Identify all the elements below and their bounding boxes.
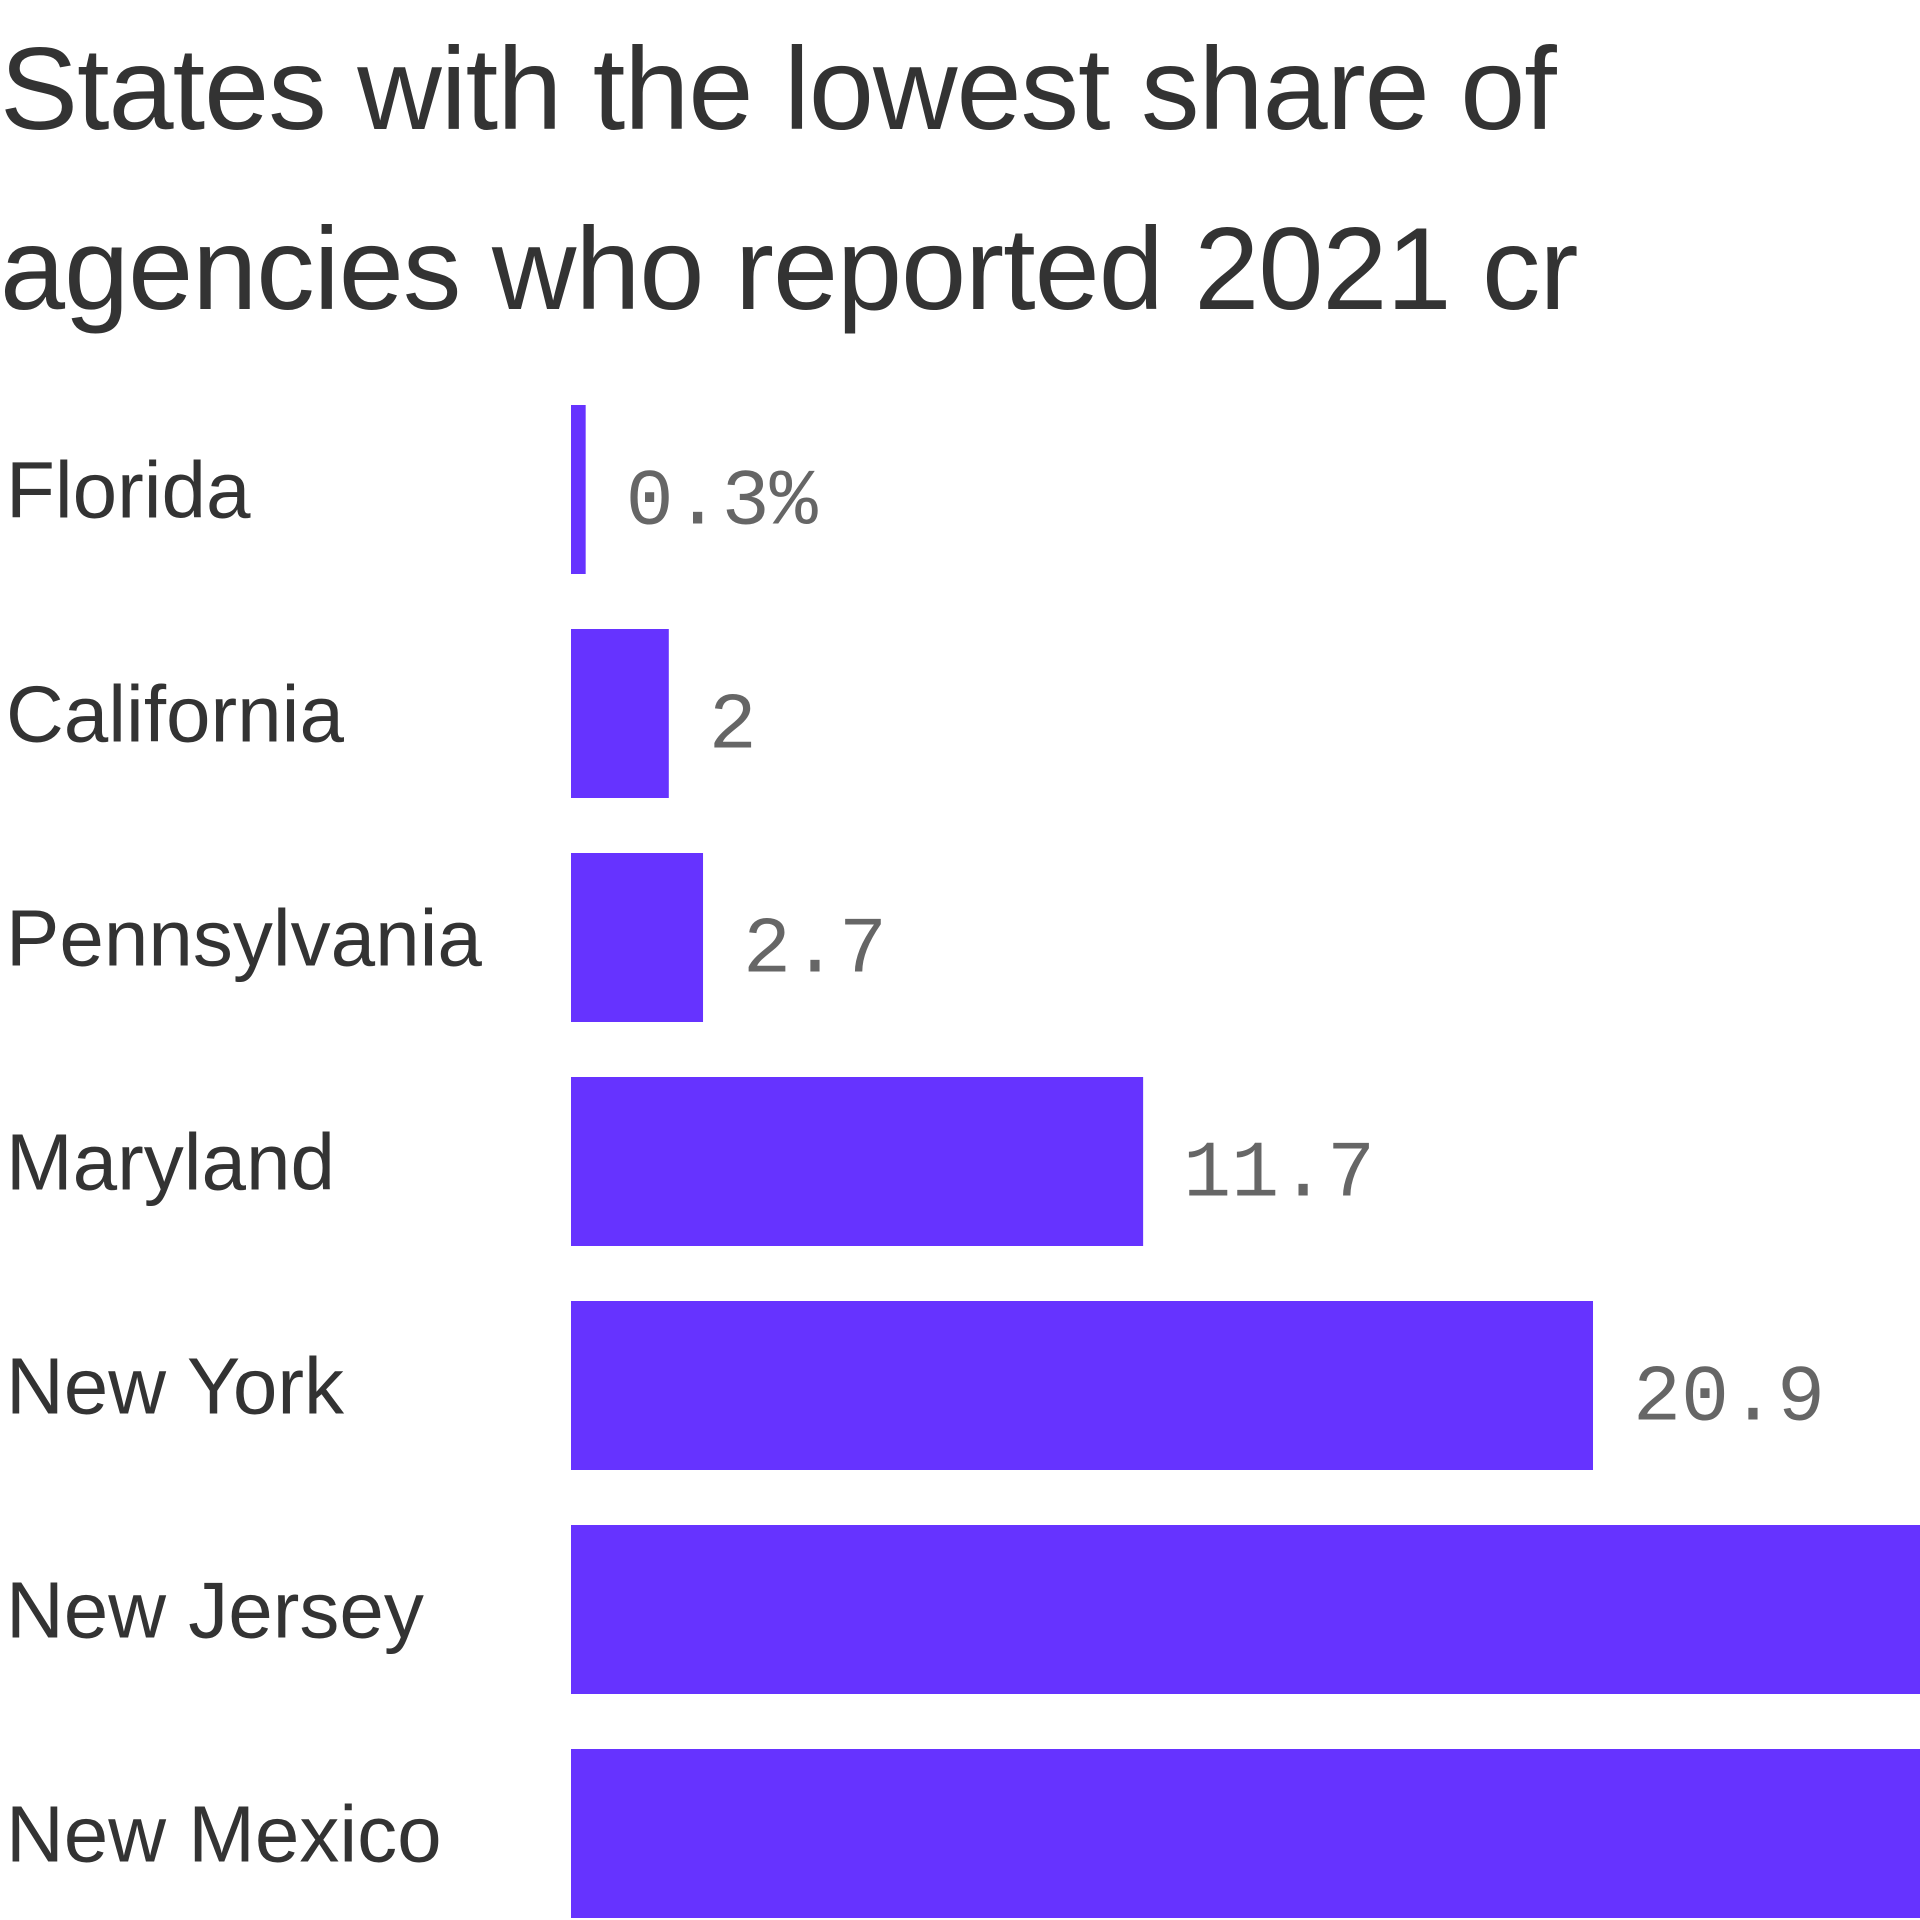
value-label-new-york: 20.9 — [1633, 1354, 1825, 1445]
category-label-florida: Florida — [6, 446, 251, 535]
category-label-california: California — [6, 670, 344, 759]
category-label-pennsylvania: Pennsylvania — [6, 894, 482, 983]
chart-title-line-1: States with the lowest share of — [0, 23, 1557, 154]
value-label-pennsylvania: 2.7 — [743, 906, 887, 997]
category-label-new-york: New York — [6, 1342, 345, 1431]
bar-new-mexico — [571, 1749, 1920, 1918]
category-label-new-mexico: New Mexico — [6, 1790, 442, 1879]
bar-new-york — [571, 1301, 1594, 1470]
bar-california — [571, 629, 669, 798]
category-label-new-jersey: New Jersey — [6, 1566, 424, 1655]
bar-maryland — [571, 1077, 1144, 1246]
bar-pennsylvania — [571, 853, 704, 1022]
bar-florida — [571, 405, 586, 574]
value-label-florida: 0.3% — [626, 458, 819, 549]
chart-title-line-2: agencies who reported 2021 cr — [0, 203, 1579, 334]
value-label-maryland: 11.7 — [1183, 1130, 1375, 1221]
category-label-maryland: Maryland — [6, 1118, 335, 1207]
bar-new-jersey — [571, 1525, 1920, 1694]
value-label-california: 2 — [709, 682, 757, 773]
